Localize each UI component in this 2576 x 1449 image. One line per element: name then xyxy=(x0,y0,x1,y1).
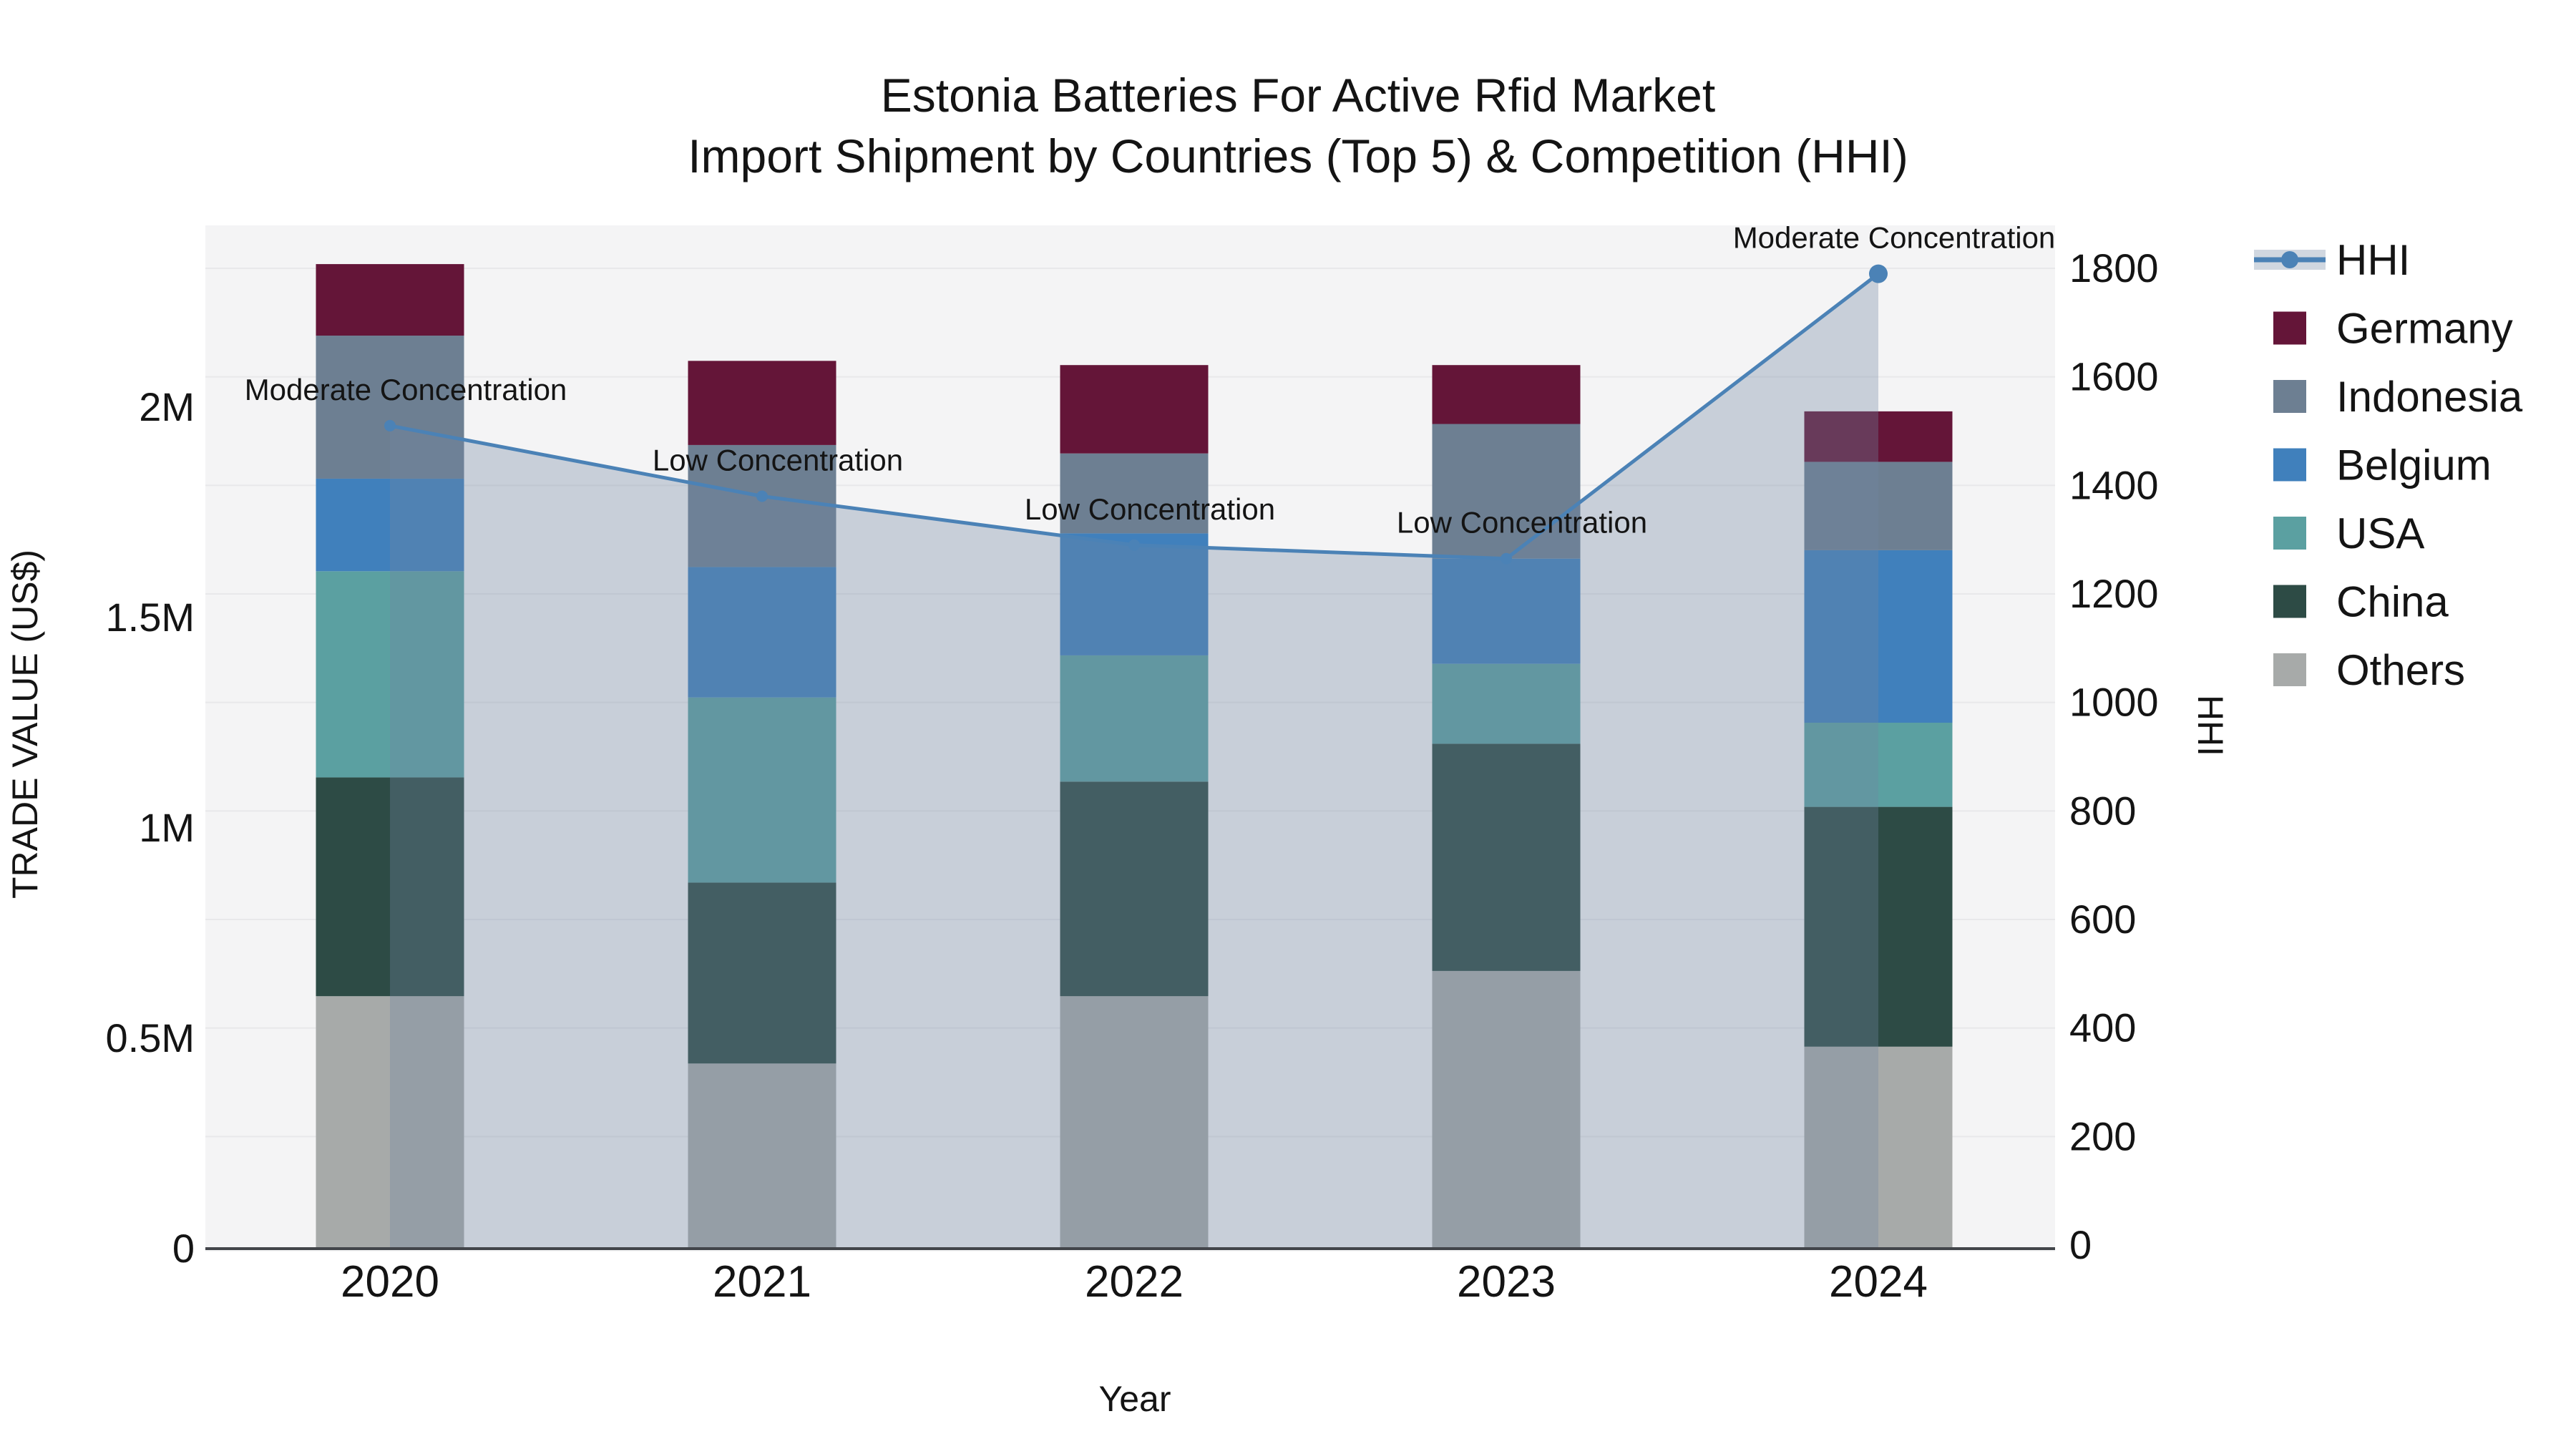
legend-label-indonesia: Indonesia xyxy=(2336,373,2523,421)
hhi-area-fill xyxy=(390,273,1878,1249)
legend-swatch-belgium xyxy=(2273,448,2306,482)
hhi-legend-marker xyxy=(2281,251,2298,268)
bar-segment-indonesia-2020[interactable] xyxy=(316,336,464,479)
legend-swatch-germany xyxy=(2273,311,2306,345)
x-tick-2022: 2022 xyxy=(1085,1257,1184,1307)
bar-segment-belgium-2021[interactable] xyxy=(688,567,836,698)
x-axis-title: Year xyxy=(1098,1379,1171,1419)
legend-swatch-usa xyxy=(2273,517,2306,550)
bar-segment-germany-2020[interactable] xyxy=(316,264,464,336)
y-right-axis-title: HHI xyxy=(2190,695,2230,756)
annotation-2024: Moderate Concentration xyxy=(1733,221,2056,255)
bar-segment-belgium-2023[interactable] xyxy=(1432,558,1581,664)
y-left-tick: 0 xyxy=(172,1226,195,1271)
bar-segment-indonesia-2022[interactable] xyxy=(1060,453,1209,534)
y-right-tick: 200 xyxy=(2069,1113,2136,1158)
y-right-tick: 1800 xyxy=(2069,245,2159,291)
hhi-point-2020[interactable] xyxy=(384,419,396,431)
legend-swatch-indonesia xyxy=(2273,380,2306,413)
annotation-2021: Low Concentration xyxy=(653,444,903,477)
y-right-tick: 400 xyxy=(2069,1005,2136,1050)
y-right-tick: 600 xyxy=(2069,897,2136,942)
legend-item-others[interactable]: Others xyxy=(2273,646,2465,694)
bar-segment-germany-2024[interactable] xyxy=(1804,411,1953,462)
bar-segment-indonesia-2024[interactable] xyxy=(1804,462,1953,550)
bar-segment-others-2020[interactable] xyxy=(316,996,464,1249)
legend-label-germany: Germany xyxy=(2336,305,2513,353)
bar-segment-others-2022[interactable] xyxy=(1060,996,1209,1249)
legend-label-hhi: HHI xyxy=(2336,236,2410,284)
hhi-point-2021[interactable] xyxy=(756,490,768,502)
bar-segment-usa-2024[interactable] xyxy=(1804,723,1953,807)
chart-title-line2: Import Shipment by Countries (Top 5) & C… xyxy=(688,130,1908,182)
chart-title-line1: Estonia Batteries For Active Rfid Market xyxy=(881,69,1715,122)
annotation-2023: Low Concentration xyxy=(1397,506,1647,540)
x-tick-2021: 2021 xyxy=(713,1257,811,1307)
y-left-tick: 1M xyxy=(139,805,195,850)
bar-segment-belgium-2024[interactable] xyxy=(1804,550,1953,723)
legend-label-others: Others xyxy=(2336,646,2465,694)
y-right-tick: 1000 xyxy=(2069,680,2159,725)
bar-segment-usa-2020[interactable] xyxy=(316,571,464,778)
legend: HHI Germany Indonesia Belgium USA China Others xyxy=(2254,236,2523,694)
y-right-tick: 0 xyxy=(2069,1222,2092,1267)
legend-label-usa: USA xyxy=(2336,509,2424,557)
y-right-tick: 1200 xyxy=(2069,571,2159,616)
legend-swatch-china xyxy=(2273,585,2306,618)
legend-item-china[interactable]: China xyxy=(2273,578,2449,626)
x-tick-2023: 2023 xyxy=(1457,1257,1556,1307)
bar-segment-usa-2022[interactable] xyxy=(1060,655,1209,782)
annotation-2020: Moderate Concentration xyxy=(245,373,567,406)
y-left-tick: 1.5M xyxy=(106,595,195,640)
y-right-tick: 800 xyxy=(2069,788,2136,833)
bar-segment-germany-2023[interactable] xyxy=(1432,365,1581,424)
hhi-point-2024[interactable] xyxy=(1869,264,1888,283)
bar-segment-china-2020[interactable] xyxy=(316,777,464,997)
bar-segment-belgium-2020[interactable] xyxy=(316,478,464,572)
bar-segment-china-2022[interactable] xyxy=(1060,781,1209,997)
plot-area: Moderate Concentration Low Concentration L… xyxy=(106,221,2159,1307)
bar-segment-others-2024[interactable] xyxy=(1804,1046,1953,1249)
x-tick-2020: 2020 xyxy=(341,1257,439,1307)
bar-segment-others-2021[interactable] xyxy=(688,1063,836,1249)
bar-segment-germany-2022[interactable] xyxy=(1060,365,1209,454)
y-left-tick: 0.5M xyxy=(106,1015,195,1060)
y-left-axis-title: TRADE VALUE (US$) xyxy=(5,550,45,899)
legend-label-china: China xyxy=(2336,578,2449,626)
y-right-tick: 1400 xyxy=(2069,462,2159,507)
legend-label-belgium: Belgium xyxy=(2336,441,2492,489)
bar-segment-germany-2021[interactable] xyxy=(688,361,836,445)
bar-segment-china-2023[interactable] xyxy=(1432,743,1581,971)
bar-segment-belgium-2022[interactable] xyxy=(1060,533,1209,655)
bar-segment-china-2024[interactable] xyxy=(1804,806,1953,1047)
hhi-point-2023[interactable] xyxy=(1501,552,1512,565)
y-left-tick: 2M xyxy=(139,384,195,429)
bar-segment-usa-2021[interactable] xyxy=(688,697,836,883)
legend-swatch-others xyxy=(2273,653,2306,686)
bar-segment-usa-2023[interactable] xyxy=(1432,663,1581,744)
legend-item-germany[interactable]: Germany xyxy=(2273,305,2513,353)
annotation-2022: Low Concentration xyxy=(1025,492,1275,526)
bar-segment-others-2023[interactable] xyxy=(1432,970,1581,1249)
hhi-point-2022[interactable] xyxy=(1128,539,1140,551)
legend-item-usa[interactable]: USA xyxy=(2273,509,2424,557)
x-tick-2024: 2024 xyxy=(1829,1257,1928,1307)
y-right-tick: 1600 xyxy=(2069,354,2159,399)
bar-segment-indonesia-2023[interactable] xyxy=(1432,424,1581,559)
legend-item-belgium[interactable]: Belgium xyxy=(2273,441,2492,489)
bar-segment-indonesia-2021[interactable] xyxy=(688,444,836,567)
bar-segment-china-2021[interactable] xyxy=(688,882,836,1064)
legend-item-hhi[interactable]: HHI xyxy=(2254,236,2410,284)
legend-item-indonesia[interactable]: Indonesia xyxy=(2273,373,2523,421)
